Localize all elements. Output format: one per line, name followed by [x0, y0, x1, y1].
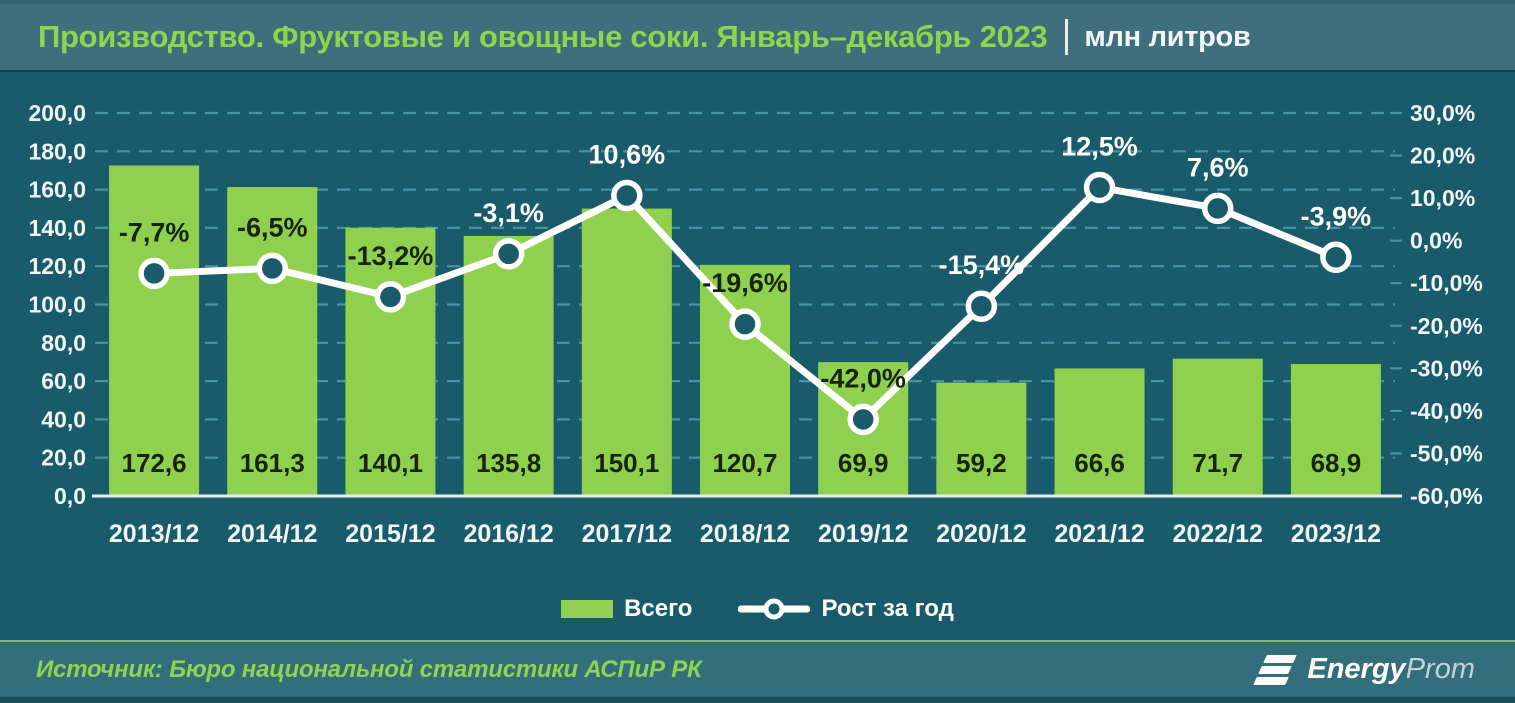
logo-text-light: Prom	[1405, 653, 1475, 685]
bar-value-label: 69,9	[838, 448, 889, 478]
growth-value-label: -19,6%	[702, 268, 788, 298]
bar	[936, 382, 1027, 496]
bottom-strip	[0, 697, 1515, 703]
left-axis-label: 20,0	[41, 445, 86, 471]
left-axis-label: 40,0	[41, 406, 86, 432]
growth-value-label: 12,5%	[1061, 131, 1138, 161]
chart-svg: 200,0 180,0 160,0 140,0 120,0 100,0 80,0 60,0 40…	[28, 100, 1483, 548]
right-axis-label: -50,0%	[1410, 440, 1483, 466]
growth-marker	[256, 252, 289, 285]
growth-value-label: -13,2%	[348, 241, 434, 271]
bar	[463, 235, 554, 496]
bar-value-label: 172,6	[122, 448, 187, 478]
x-axis-label: 2015/12	[345, 520, 435, 548]
bar	[227, 187, 318, 496]
page-title-unit: млн литров	[1084, 20, 1251, 53]
legend-item-total: Всего	[561, 595, 692, 623]
growth-value-label: 7,6%	[1187, 152, 1249, 182]
growth-value-label: -7,7%	[119, 217, 190, 247]
footer-bar: Источник: Бюро национальной статистики А…	[0, 640, 1515, 697]
right-axis-label: 30,0%	[1410, 100, 1475, 126]
energyprom-logo-icon	[1253, 654, 1298, 685]
right-axis-label: 10,0%	[1410, 185, 1475, 211]
right-axis-label: 0,0%	[1410, 228, 1462, 254]
x-axis-label: 2021/12	[1054, 520, 1144, 548]
bar-value-label: 66,6	[1074, 448, 1125, 478]
x-axis-label: 2022/12	[1173, 520, 1263, 548]
header-bar: Производство. Фруктовые и овощные соки. …	[0, 0, 1515, 72]
left-axis-label: 180,0	[28, 138, 86, 164]
right-axis-label: -10,0%	[1410, 270, 1483, 296]
right-axis-label: -60,0%	[1410, 483, 1483, 509]
left-axis-label: 80,0	[41, 330, 86, 356]
legend-label-total: Всего	[624, 594, 693, 622]
left-axis-label: 140,0	[28, 215, 86, 241]
x-axis-label: 2023/12	[1291, 520, 1381, 548]
left-axis-label: 0,0	[54, 483, 86, 509]
x-axis-label: 2014/12	[227, 520, 317, 548]
bar-value-label: 140,1	[358, 448, 423, 478]
growth-value-label: 10,6%	[589, 140, 666, 170]
energyprom-logo: EnergyProm	[1253, 653, 1475, 686]
growth-marker	[374, 281, 407, 313]
bar	[109, 165, 200, 496]
left-axis-label: 60,0	[41, 368, 86, 394]
bar	[345, 227, 436, 496]
logo-text-bold: Energy	[1307, 653, 1406, 685]
right-axis-label: -40,0%	[1410, 398, 1483, 424]
bar-swatch	[561, 599, 614, 618]
bar-value-label: 161,3	[240, 448, 305, 478]
growth-value-label: -42,0%	[820, 363, 906, 393]
bar-value-label: 150,1	[594, 448, 659, 478]
logo-text: EnergyProm	[1307, 653, 1475, 686]
x-axis-label: 2017/12	[582, 520, 672, 548]
growth-marker	[138, 257, 170, 290]
x-axis-label: 2018/12	[700, 520, 790, 548]
growth-marker	[729, 308, 761, 340]
bar-value-label: 135,8	[476, 448, 541, 478]
x-axis-label: 2020/12	[936, 520, 1026, 548]
right-axis-label: -30,0%	[1410, 355, 1483, 381]
line-swatch	[738, 598, 811, 619]
growth-value-label: -3,1%	[473, 198, 544, 228]
legend-label-growth: Рост за год	[821, 594, 954, 622]
title-separator	[1065, 19, 1069, 55]
right-axis-label: 20,0%	[1410, 143, 1475, 169]
left-axis-label: 100,0	[28, 292, 86, 318]
left-axis-label: 120,0	[28, 253, 86, 279]
right-axis-label: -20,0%	[1410, 313, 1483, 339]
left-axis-label: 160,0	[28, 177, 86, 203]
bar-value-label: 71,7	[1192, 448, 1243, 478]
page-title: Производство. Фруктовые и овощные соки. …	[38, 19, 1048, 54]
bar-value-label: 59,2	[956, 448, 1007, 478]
bar	[1172, 358, 1263, 496]
growth-marker	[1083, 171, 1116, 204]
growth-marker	[1320, 241, 1352, 274]
legend: Всего Рост за год	[0, 577, 1515, 640]
bar	[700, 264, 790, 496]
growth-marker	[965, 290, 998, 322]
growth-marker	[847, 403, 879, 436]
bar-value-label: 120,7	[712, 448, 777, 478]
x-axis-label: 2013/12	[109, 520, 199, 548]
growth-value-label: -15,4%	[939, 250, 1025, 280]
growth-marker	[1201, 192, 1234, 225]
bar	[581, 208, 672, 496]
source-text: Источник: Бюро национальной статистики А…	[36, 655, 702, 683]
left-axis-label: 200,0	[28, 100, 86, 126]
growth-value-label: -3,9%	[1301, 201, 1372, 231]
x-axis-label: 2016/12	[463, 520, 553, 548]
growth-value-label: -6,5%	[237, 212, 308, 242]
growth-marker	[611, 179, 643, 212]
bar	[1054, 368, 1145, 496]
x-axis-label: 2019/12	[818, 520, 908, 548]
chart-canvas: 200,0 180,0 160,0 140,0 120,0 100,0 80,0 60,0 40…	[0, 72, 1515, 577]
growth-marker	[492, 238, 525, 270]
bar	[1290, 364, 1381, 496]
legend-item-growth: Рост за год	[738, 594, 954, 623]
bar-value-label: 68,9	[1311, 448, 1362, 478]
